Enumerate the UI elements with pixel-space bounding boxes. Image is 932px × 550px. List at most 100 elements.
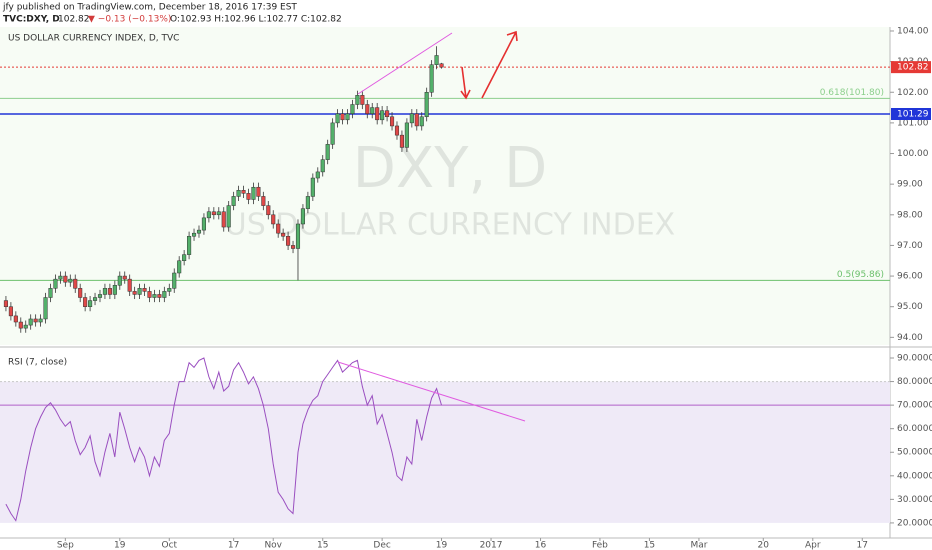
- y-tick-label: 96.00: [897, 272, 923, 282]
- candle-body: [370, 107, 375, 114]
- y-tick-label: 30.0000: [897, 495, 932, 505]
- x-tick-label: Nov: [264, 541, 282, 550]
- y-tick-label: 102.00: [897, 88, 929, 98]
- x-tick-label: 19: [436, 541, 448, 550]
- y-tick-label: 97.00: [897, 241, 923, 251]
- price-label-box: [891, 61, 931, 74]
- candle-body: [300, 208, 305, 225]
- x-tick-label: 19: [114, 541, 126, 550]
- candle-body: [73, 278, 78, 289]
- x-tick-label: Feb: [592, 541, 608, 550]
- candle-body: [152, 294, 157, 298]
- candle-body: [206, 211, 211, 219]
- y-tick-label: 98.00: [897, 210, 923, 220]
- candle-body: [132, 291, 137, 295]
- plot: 94.00 95.00 96.00 97.00 98.00 99.00 100.00 101.…: [0, 26, 932, 550]
- pane-title: RSI (7, close): [8, 358, 67, 368]
- x-tick-label: 20: [758, 541, 770, 550]
- candle-body: [389, 116, 395, 127]
- candle-body: [439, 63, 444, 68]
- candle-body: [226, 205, 231, 228]
- arrow-up: [481, 30, 518, 99]
- candle-body: [246, 193, 251, 200]
- y-tick-label: 50.0000: [897, 448, 932, 458]
- y-tick-label: 100.00: [897, 149, 929, 159]
- candle-body: [127, 278, 132, 292]
- x-tick-label: 15: [644, 541, 655, 550]
- candle-body: [83, 297, 88, 307]
- pane-title: US DOLLAR CURRENCY INDEX, D, TVC: [8, 34, 179, 44]
- candle-body: [8, 306, 13, 317]
- x-tick-label: 2017: [480, 541, 503, 550]
- candle-body: [256, 186, 261, 197]
- candle-body: [340, 113, 345, 121]
- candle-body: [315, 171, 320, 179]
- candle-body: [305, 196, 310, 209]
- change: ▼ −0.13 (−0.13%): [88, 15, 171, 25]
- candle-body: [310, 177, 315, 197]
- y-tick-label: 80.0000: [897, 377, 932, 387]
- candle-body: [167, 288, 172, 292]
- candle-body: [281, 232, 286, 237]
- candle-body: [276, 223, 281, 234]
- y-tick-label: 20.0000: [897, 518, 932, 528]
- y-tick-label: 60.0000: [897, 424, 932, 434]
- candle-body: [394, 125, 400, 136]
- candle-body: [350, 104, 355, 114]
- x-tick-label: 16: [535, 541, 547, 550]
- x-tick-label: Dec: [373, 541, 390, 550]
- candle-body: [187, 235, 192, 255]
- candle-body: [33, 318, 38, 323]
- arrows: [460, 30, 518, 100]
- price-label: 101.29: [897, 110, 929, 120]
- candle-body: [137, 288, 142, 295]
- level-label: 0.5(95.86): [837, 270, 884, 280]
- watermark: US DOLLAR CURRENCY INDEX: [225, 208, 675, 243]
- candle-body: [211, 211, 216, 216]
- trendline: [357, 32, 453, 95]
- x-tick-label: 17: [857, 541, 868, 550]
- candle-body: [48, 288, 53, 298]
- candle-body: [429, 64, 434, 93]
- candle-body: [271, 214, 276, 225]
- candle-body: [231, 196, 236, 206]
- candle-body: [157, 294, 162, 298]
- candle-body: [375, 107, 380, 121]
- candle-body: [97, 294, 103, 298]
- candle-body: [201, 217, 206, 231]
- candle-body: [345, 113, 350, 121]
- candle-body: [28, 318, 33, 326]
- y-tick-label: 70.0000: [897, 401, 932, 411]
- candle-body: [286, 235, 291, 246]
- level-label: 0.618(101.80): [820, 88, 884, 98]
- arrow-down: [460, 66, 471, 100]
- x-tick-label: 15: [317, 541, 328, 550]
- y-tick-label: 104.00: [897, 26, 929, 36]
- price-label: 102.82: [897, 63, 929, 73]
- candle-body: [3, 300, 8, 307]
- candle-body: [419, 116, 424, 127]
- candle-body: [58, 275, 63, 280]
- y-tick-label: 90.0000: [897, 354, 932, 364]
- candle-body: [43, 297, 48, 320]
- candle-body: [216, 211, 221, 216]
- last-price: 102.82: [58, 15, 90, 25]
- candle-body: [92, 297, 98, 301]
- candle-body: [380, 110, 385, 121]
- candle-body: [182, 254, 187, 262]
- candle-body: [261, 196, 266, 206]
- y-tick-label: 99.00: [897, 180, 923, 190]
- rsi-line: [5, 357, 442, 522]
- candle-body: [236, 190, 241, 197]
- candle-body: [107, 288, 112, 295]
- candle-body: [409, 113, 414, 124]
- candle-body: [330, 122, 335, 145]
- x-tick-label: Oct: [162, 541, 178, 550]
- candle-body: [102, 288, 107, 295]
- candle-body: [191, 232, 197, 237]
- candle-body: [112, 285, 117, 295]
- candle-body: [172, 272, 177, 289]
- trendline: [337, 361, 526, 422]
- candle-body: [399, 134, 404, 148]
